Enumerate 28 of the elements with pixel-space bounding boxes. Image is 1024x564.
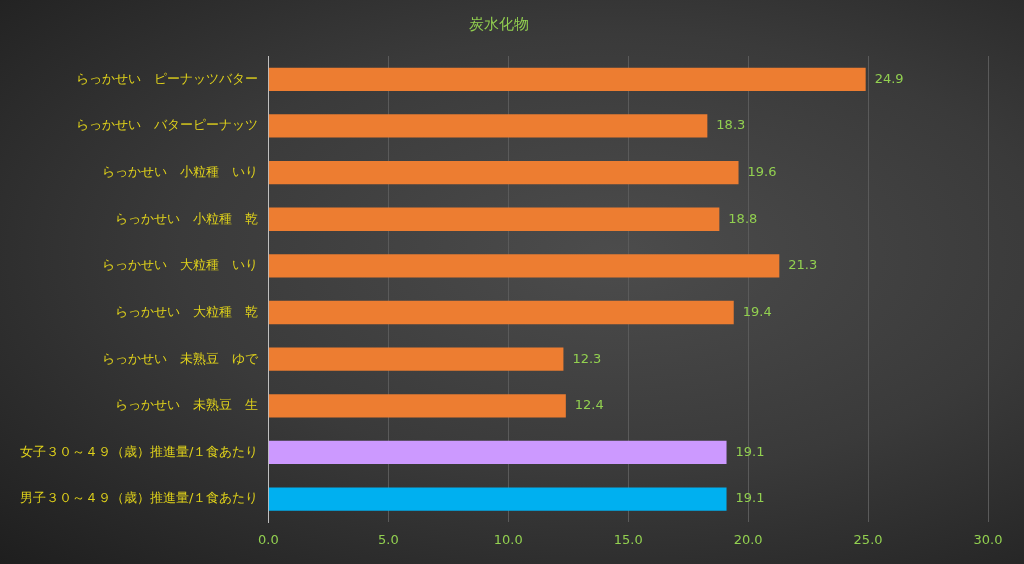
y-tick-label: らっかせい 大粒種 いり	[102, 257, 259, 273]
data-label: 12.4	[574, 397, 604, 413]
data-label: 18.3	[716, 117, 746, 133]
x-tick-label: 25.0	[853, 531, 883, 547]
y-tick-label: らっかせい ピーナッツバター	[76, 70, 259, 86]
x-tick-label: 15.0	[613, 531, 643, 547]
y-tick-label: らっかせい 小粒種 乾	[115, 210, 259, 226]
x-tick-label: 5.0	[377, 531, 399, 547]
data-label: 19.1	[735, 443, 765, 459]
y-tick-label: らっかせい バターピーナッツ	[76, 117, 259, 133]
data-label: 18.8	[728, 210, 758, 226]
y-tick-label: 女子３０～４９（歳）推進量/１食あたり	[19, 443, 259, 459]
data-label: 19.6	[747, 163, 777, 179]
data-label: 19.4	[742, 303, 772, 319]
y-tick-label: らっかせい 未熟豆 ゆで	[102, 350, 260, 366]
data-label: 24.9	[874, 70, 904, 86]
y-tick-label: らっかせい 大粒種 乾	[115, 303, 259, 319]
x-tick-label: 10.0	[493, 531, 523, 547]
y-tick-label: らっかせい 小粒種 いり	[102, 163, 259, 179]
chart-title: 炭水化物	[469, 14, 529, 33]
data-label: 21.3	[788, 257, 818, 273]
data-label: 12.3	[572, 350, 602, 366]
data-label: 19.1	[735, 490, 765, 506]
y-tick-label: 男子３０～４９（歳）推進量/１食あたり	[19, 490, 259, 506]
x-tick-label: 0.0	[258, 531, 279, 547]
x-tick-label: 30.0	[973, 531, 1003, 547]
x-tick-label: 20.0	[733, 531, 763, 547]
y-tick-label: らっかせい 未熟豆 生	[115, 397, 259, 413]
